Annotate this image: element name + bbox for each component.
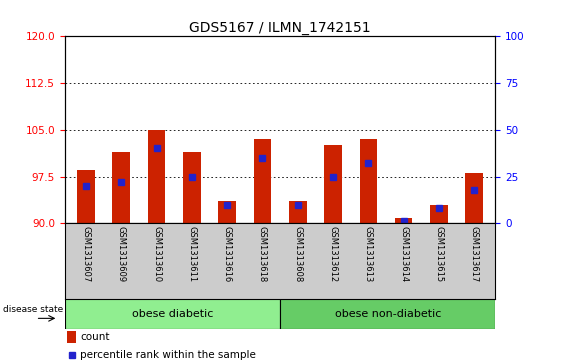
Bar <box>148 130 166 223</box>
Title: GDS5167 / ILMN_1742151: GDS5167 / ILMN_1742151 <box>189 21 371 35</box>
Text: obese non-diabetic: obese non-diabetic <box>334 309 441 319</box>
Text: percentile rank within the sample: percentile rank within the sample <box>81 350 256 360</box>
Text: GSM1313612: GSM1313612 <box>329 225 338 282</box>
Text: GSM1313618: GSM1313618 <box>258 225 267 282</box>
Bar <box>65 299 280 329</box>
Bar <box>430 205 448 223</box>
Bar <box>324 145 342 223</box>
Bar <box>68 331 77 343</box>
Bar <box>360 139 377 223</box>
Text: GSM1313607: GSM1313607 <box>82 225 91 282</box>
Bar <box>77 170 95 223</box>
Text: GSM1313613: GSM1313613 <box>364 225 373 282</box>
Text: GSM1313608: GSM1313608 <box>293 225 302 282</box>
Bar <box>280 299 495 329</box>
Text: GSM1313617: GSM1313617 <box>470 225 479 282</box>
Text: GSM1313615: GSM1313615 <box>435 225 444 282</box>
Text: GSM1313610: GSM1313610 <box>152 225 161 282</box>
Bar <box>113 152 130 223</box>
Bar <box>253 139 271 223</box>
Bar <box>183 152 200 223</box>
Text: disease state: disease state <box>3 305 64 314</box>
Text: count: count <box>81 332 110 342</box>
Text: GSM1313614: GSM1313614 <box>399 225 408 282</box>
Bar <box>466 174 483 223</box>
Bar <box>289 201 307 223</box>
Text: obese diabetic: obese diabetic <box>132 309 213 319</box>
Bar <box>218 201 236 223</box>
Text: GSM1313616: GSM1313616 <box>222 225 231 282</box>
Text: GSM1313609: GSM1313609 <box>117 225 126 282</box>
Bar <box>395 218 413 223</box>
Text: GSM1313611: GSM1313611 <box>187 225 196 282</box>
